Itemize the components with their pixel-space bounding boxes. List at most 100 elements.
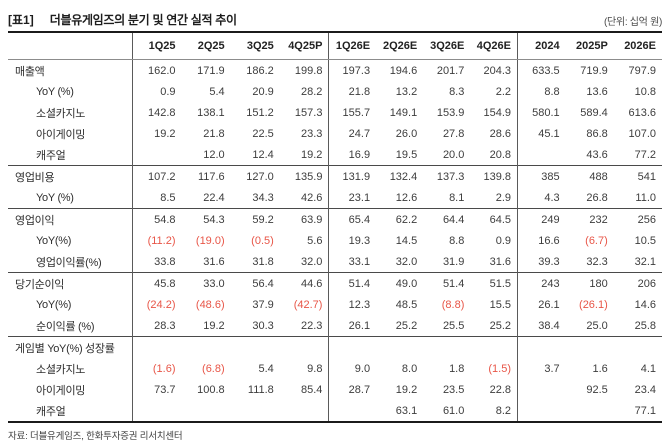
cell: 65.4 (328, 208, 377, 230)
cell: 613.6 (628, 106, 656, 119)
cell: 194.6 (389, 64, 418, 77)
cell: 14.5 (395, 234, 418, 247)
column-header: 2024 (517, 32, 566, 60)
cell: 20.9 (252, 85, 274, 98)
table-row: 매출액 162.0 171.9 186.2 199.8 197.3 194.6 201.7 20… (8, 59, 662, 81)
cell: 9.8 (279, 358, 330, 379)
cell: 26.8 (586, 191, 608, 204)
cell: 61.0 (442, 404, 465, 417)
cell: 64.4 (423, 208, 471, 230)
table-row: YoY (%) 0.9 5.4 20.9 28.2 21.8 13.2 8.3 2.2 8.8 13… (8, 81, 662, 102)
cell: 107.2 (132, 165, 182, 187)
cell: 2.9 (470, 187, 519, 209)
column-header: 3Q26E (423, 32, 471, 60)
cell: 32.1 (634, 255, 656, 268)
cell: 100.8 (197, 383, 225, 396)
cell: (19.0) (195, 234, 225, 247)
cell: 39.3 (538, 255, 560, 268)
cell: 37.9 (252, 298, 274, 311)
cell: (8.8) (441, 298, 465, 311)
cell: 204.3 (470, 59, 519, 81)
row-label: YoY(%) (8, 294, 133, 315)
cell: 34.3 (252, 191, 274, 204)
cell: 28.7 (348, 383, 371, 396)
cell: 197.3 (342, 64, 371, 77)
cell: 20.0 (442, 148, 465, 161)
cell: 32.0 (279, 251, 330, 273)
table-tag: [표1] (8, 13, 34, 27)
unit-note: (단위: 십억 원) (604, 17, 662, 28)
table-titlebar: [표1] 더블유게임즈의 분기 및 연간 실적 추이 (단위: 십억 원) (8, 5, 662, 31)
cell: 139.8 (470, 165, 519, 187)
row-label: 순이익률 (%) (8, 315, 133, 337)
table-row: 캐주얼 63.1 61.0 8.2 77.1 (8, 400, 662, 422)
table-row: 영업이익률(%) 33.8 31.6 31.8 32.0 33.1 32.0 31.9 31.6… (8, 251, 662, 273)
cell: 12.4 (252, 148, 274, 161)
cell: 186.2 (246, 64, 274, 77)
cell: 13.2 (395, 85, 418, 98)
cell: 8.0 (401, 362, 418, 375)
cell: 31.8 (252, 255, 274, 268)
column-header: 4Q25P (279, 32, 330, 60)
financial-table: 1Q25 2Q25 3Q25 4Q25P 1Q26E 2Q26E 3Q26E 4Q26E 202… (8, 31, 662, 423)
cell: 19.2 (203, 319, 225, 332)
cell: 256 (613, 208, 662, 230)
cell: 201.7 (436, 64, 465, 77)
cell: 20.8 (470, 144, 519, 166)
source-note: 자료: 더블유게임즈, 한화투자증권 리서치센터 (8, 431, 183, 442)
cell: 51.4 (328, 272, 377, 294)
cell: 232 (565, 208, 614, 230)
row-label: 아이게이밍 (8, 379, 133, 400)
cell (181, 336, 231, 358)
row-label: 영업이익 (8, 208, 133, 230)
table-row: 당기순이익 45.8 33.0 56.4 44.6 51.4 49.0 51.4 51.5 243… (8, 272, 662, 294)
cell: 45.1 (538, 127, 560, 140)
row-label: 영업비용 (8, 165, 133, 187)
cell: (6.7) (585, 234, 608, 247)
cell: 33.8 (154, 255, 176, 268)
cell: (0.5) (251, 234, 274, 247)
column-header: 3Q25 (230, 32, 280, 60)
cell: 580.1 (532, 106, 560, 119)
cell: 33.1 (348, 255, 371, 268)
row-label: 캐주얼 (8, 144, 133, 166)
table-row: 소셜카지노 (1.6) (6.8) 5.4 9.8 9.0 8.0 1.8 (1.5) 3.7 1.… (8, 358, 662, 379)
cell: 30.3 (252, 319, 274, 332)
cell: 111.8 (247, 383, 274, 396)
cell: 19.2 (395, 383, 418, 396)
cell: 28.3 (154, 319, 176, 332)
cell: 42.6 (279, 187, 330, 209)
cell: 31.6 (470, 251, 519, 273)
row-label: YoY (%) (8, 187, 133, 209)
cell (132, 336, 182, 358)
cell: 162.0 (147, 64, 176, 77)
cell: 92.5 (586, 383, 608, 396)
column-header: 2Q25 (181, 32, 231, 60)
cell: 43.6 (586, 148, 608, 161)
cell: 149.1 (389, 106, 418, 119)
cell: 12.3 (348, 298, 371, 311)
cell: 243 (517, 272, 566, 294)
cell: 85.4 (279, 379, 330, 400)
cell: 10.8 (634, 85, 656, 98)
row-label: 게임별 YoY(%) 성장률 (8, 336, 133, 358)
cell: 56.4 (230, 272, 280, 294)
cell: 21.8 (203, 127, 225, 140)
cell: 63.9 (279, 208, 330, 230)
cell (279, 400, 330, 422)
cell: (26.1) (579, 298, 608, 311)
table-row: YoY(%) (24.2) (48.6) 37.9 (42.7) 12.3 48.5 (8.8… (8, 294, 662, 315)
table-title: 더블유게임즈의 분기 및 연간 실적 추이 (49, 13, 237, 27)
cell: 25.8 (634, 319, 656, 332)
cell: 73.7 (154, 383, 176, 396)
cell: 9.0 (354, 362, 371, 375)
cell: 107.0 (628, 127, 656, 140)
cell: 77.2 (634, 148, 656, 161)
cell: 86.8 (586, 127, 608, 140)
table-row: 소셜카지노 142.8 138.1 151.2 157.3 155.7 149.1 153.9… (8, 102, 662, 123)
cell: 32.3 (586, 255, 608, 268)
cell: 131.9 (328, 165, 377, 187)
cell: (48.6) (195, 298, 225, 311)
cell: 59.2 (230, 208, 280, 230)
row-label: YoY (%) (8, 81, 133, 102)
